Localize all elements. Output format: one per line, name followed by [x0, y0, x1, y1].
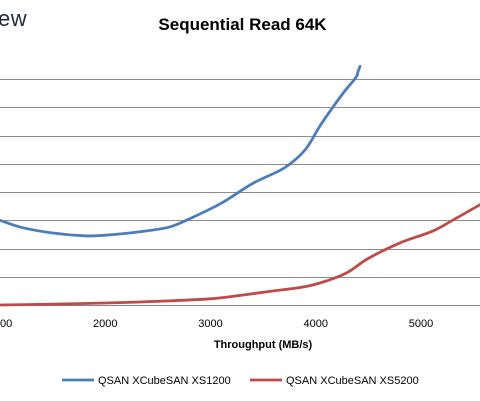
x-tick-label: 2000 [93, 318, 117, 330]
series-lines [0, 64, 480, 307]
gridlines [0, 79, 480, 306]
x-tick-label: 4000 [304, 318, 328, 330]
x-tick-label: 5000 [409, 318, 433, 330]
x-axis-label: Throughput (MB/s) [214, 339, 313, 351]
x-tick-label: 1000 [0, 318, 12, 330]
legend-label-2: QSAN XCubeSAN XS5200 [286, 375, 419, 387]
x-tick-labels: 1000 2000 3000 4000 5000 [0, 318, 433, 330]
legend-label-1: QSAN XCubeSAN XS1200 [98, 375, 231, 387]
series-line-1 [0, 64, 362, 238]
legend: QSAN XCubeSAN XS1200 QSAN XCubeSAN XS5200 [62, 375, 419, 387]
logo-text: ew [0, 6, 28, 31]
x-tick-label: 3000 [198, 318, 222, 330]
chart-title: Sequential Read 64K [158, 15, 327, 34]
series-line-2 [0, 203, 480, 307]
